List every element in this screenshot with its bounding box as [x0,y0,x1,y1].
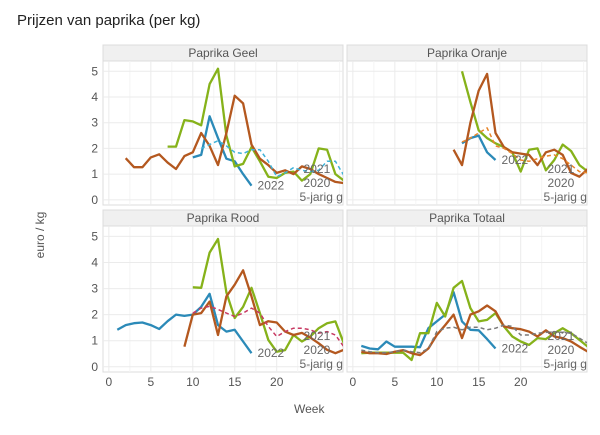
y-tick-label: 2 [91,308,98,322]
x-tick-label: 5 [147,375,154,389]
series-line-2022 [116,292,253,354]
facet-title: Paprika Geel [188,46,257,60]
y-tick-label: 1 [91,167,98,181]
panel-paprika-rood: Paprika Rood 0 1 2 3 4 5 0 5 10 15 20 2022 202120205-… [91,209,399,389]
series-line-5-jarig-gemiddelde [361,324,587,354]
series-end-label: 2022 [258,179,285,193]
y-tick-label: 4 [91,256,98,270]
y-tick-label: 3 [91,116,98,130]
series-line-5-jarig-gemiddelde [200,139,343,178]
x-tick-label: 15 [472,375,486,389]
y-tick-label: 2 [91,141,98,155]
y-tick-label: 0 [91,193,98,207]
y-tick-label: 5 [91,64,98,78]
series-end-label: 5-jarig gemiddelde [300,357,399,371]
series-end-label: 5-jarig gemiddelde [300,190,399,204]
series-line-2021 [167,67,343,182]
series-line-2021 [192,237,343,353]
series-end-label: 2022 [502,342,529,356]
series-end-label: 2021 [548,329,575,343]
x-tick-label: 20 [514,375,528,389]
series-end-label: 5-jarig gemiddelde [544,357,600,371]
x-tick-label: 5 [391,375,398,389]
series-end-label: 2020 [548,343,575,357]
series-end-label: 5-jarig gemiddelde [544,190,600,204]
x-tick-label: 0 [106,375,113,389]
x-tick-label: 15 [228,375,242,389]
series-end-label: 2020 [304,343,331,357]
panel-background [346,60,588,206]
series-line-2021 [361,279,587,362]
facet-title: Paprika Rood [187,211,260,225]
series-end-label: 2020 [304,176,331,190]
series-end-label: 2022 [502,153,529,167]
x-tick-label: 20 [270,375,284,389]
series-line-2020 [183,269,343,355]
series-end-label: 2020 [548,176,575,190]
series-line-5-jarig-gemiddelde [461,127,587,174]
y-tick-label: 5 [91,229,98,243]
facet-title: Paprika Totaal [429,211,505,225]
series-line-2020 [124,94,343,185]
series-end-label: 2022 [258,346,285,360]
series-line-2022 [360,291,497,351]
chart-title: Prijzen van paprika (per kg) [17,12,201,29]
y-tick-label: 1 [91,334,98,348]
y-tick-label: 4 [91,90,98,104]
series-end-label: 2021 [548,162,575,176]
panel-paprika-totaal: Paprika Totaal 0 5 10 15 20 2022 202120205-jari… [346,209,600,389]
series-line-5-jarig-gemiddelde [192,305,343,347]
series-end-label: 2021 [304,162,331,176]
facet-title: Paprika Oranje [427,46,507,60]
panel-background [102,225,344,373]
x-axis-label: Week [294,402,325,416]
series-line-2020 [452,72,587,178]
series-line-2021 [460,70,587,173]
series-end-label: 2021 [304,329,331,343]
y-tick-label: 0 [91,360,98,374]
y-tick-label: 3 [91,282,98,296]
x-tick-label: 0 [350,375,357,389]
x-tick-label: 10 [430,375,444,389]
x-tick-label: 10 [186,375,200,389]
